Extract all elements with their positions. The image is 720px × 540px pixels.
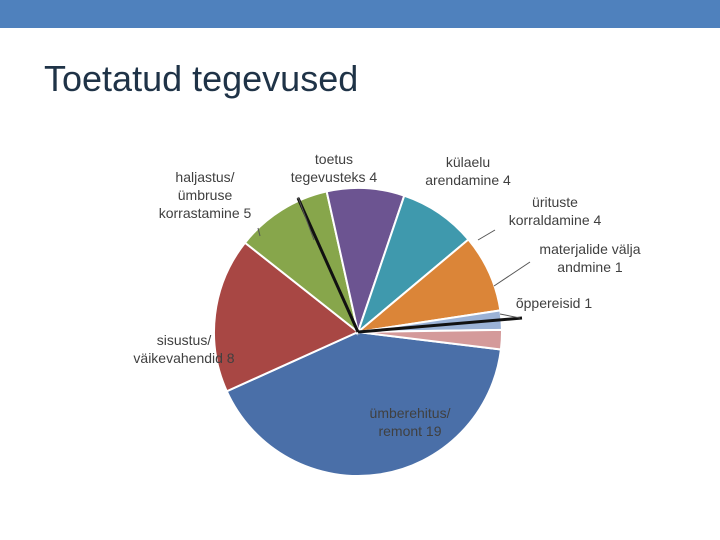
leader-lines: [257, 196, 531, 334]
slice-label-line: tegevusteks 4: [291, 169, 378, 185]
pie-slices: [213, 187, 504, 477]
pie-slice: [243, 190, 360, 335]
slice-label-line: õppereisid 1: [516, 295, 592, 311]
slice-label-line: haljastus/: [175, 169, 234, 185]
slice-divider-line: [357, 316, 523, 334]
slice-label-line: arendamine 4: [425, 172, 511, 188]
slice-label-line: ümberehitus/: [370, 405, 451, 421]
leader-line: [257, 227, 261, 237]
leader-line: [477, 229, 496, 241]
slice-label-line: toetus: [315, 151, 353, 167]
slice-labels: ümberehitus/remont 19 sisustus/väikevahen…: [133, 151, 640, 439]
slice-label: ürituste korraldamine 4: [509, 194, 602, 228]
slice-label-line: korrastamine 5: [159, 205, 252, 221]
slice-label-line: materjalide välja: [539, 241, 640, 257]
slice-label-line: külaelu: [446, 154, 490, 170]
top-accent-bar: [0, 0, 720, 28]
slice-label: sisustus/väikevahendid 8: [133, 332, 234, 366]
slice-divider-line: [296, 197, 360, 333]
slice-label-line: ürituste: [532, 194, 578, 210]
slice-label-line: ümbruse: [178, 187, 233, 203]
leader-line: [499, 313, 521, 319]
leader-line: [493, 261, 531, 287]
slice-label-line: remont 19: [378, 423, 441, 439]
slice-label: õppereisid 1: [516, 295, 592, 311]
pie-slice: [225, 330, 503, 477]
slice-label: külaelu arendamine 4: [425, 154, 511, 188]
slice-label: toetus tegevusteks 4: [291, 151, 378, 185]
slide-title: Toetatud tegevused: [44, 58, 359, 99]
slice-label: ümberehitus/remont 19: [370, 405, 451, 439]
slice-label-line: korraldamine 4: [509, 212, 602, 228]
pie-slice: [357, 328, 503, 351]
slice-label-line: andmine 1: [557, 259, 623, 275]
leader-line: [297, 196, 315, 241]
pie-slice: [213, 241, 360, 393]
slice-label: haljastus/ümbruse korrastamine 5: [159, 169, 252, 221]
slice-label: materjalide välja andmine 1: [539, 241, 640, 275]
slice-label-line: väikevahendid 8: [133, 350, 234, 366]
slice-label-line: sisustus/: [157, 332, 212, 348]
